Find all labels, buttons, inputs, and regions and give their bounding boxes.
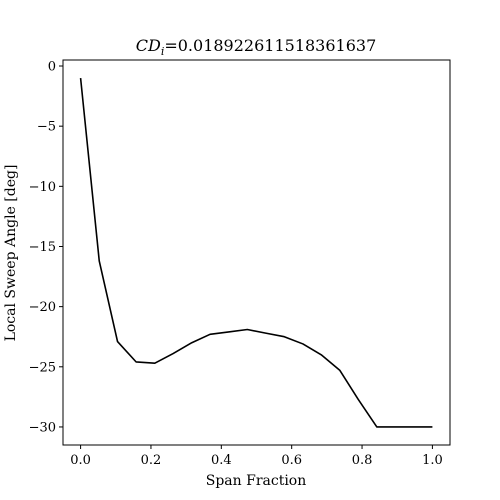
x-tick-label: 0.2: [141, 453, 162, 468]
plot-area: 0.0 0.2 0.4 0.6 0.8 1.0 0 −5 −10 −15 −20 −25 −30: [29, 59, 451, 468]
y-tick-label: −15: [29, 240, 56, 255]
x-tick-label: 0.6: [281, 453, 302, 468]
y-tick-label: −20: [29, 300, 56, 315]
y-axis-label: Local Sweep Angle [deg]: [3, 165, 19, 342]
x-tick-label: 0.4: [211, 453, 232, 468]
chart-title: CDi=0.018922611518361637: [136, 36, 377, 58]
title-value: =0.018922611518361637: [164, 36, 376, 55]
y-tick-label: −10: [29, 180, 56, 195]
x-axis-label: Span Fraction: [206, 473, 307, 489]
y-tick-label: 0: [48, 60, 56, 75]
x-tick-label: 1.0: [422, 453, 443, 468]
y-tick-label: −30: [29, 420, 56, 435]
title-prefix: CD: [136, 36, 161, 55]
plot-frame: [62, 59, 451, 446]
series-line-0: [79, 77, 433, 428]
title-subscript: i: [161, 45, 165, 58]
y-tick-label: −5: [37, 120, 56, 135]
x-tick-label: 0.8: [352, 453, 373, 468]
x-tick-label: 0.0: [70, 453, 91, 468]
y-tick-label: −25: [29, 360, 56, 375]
